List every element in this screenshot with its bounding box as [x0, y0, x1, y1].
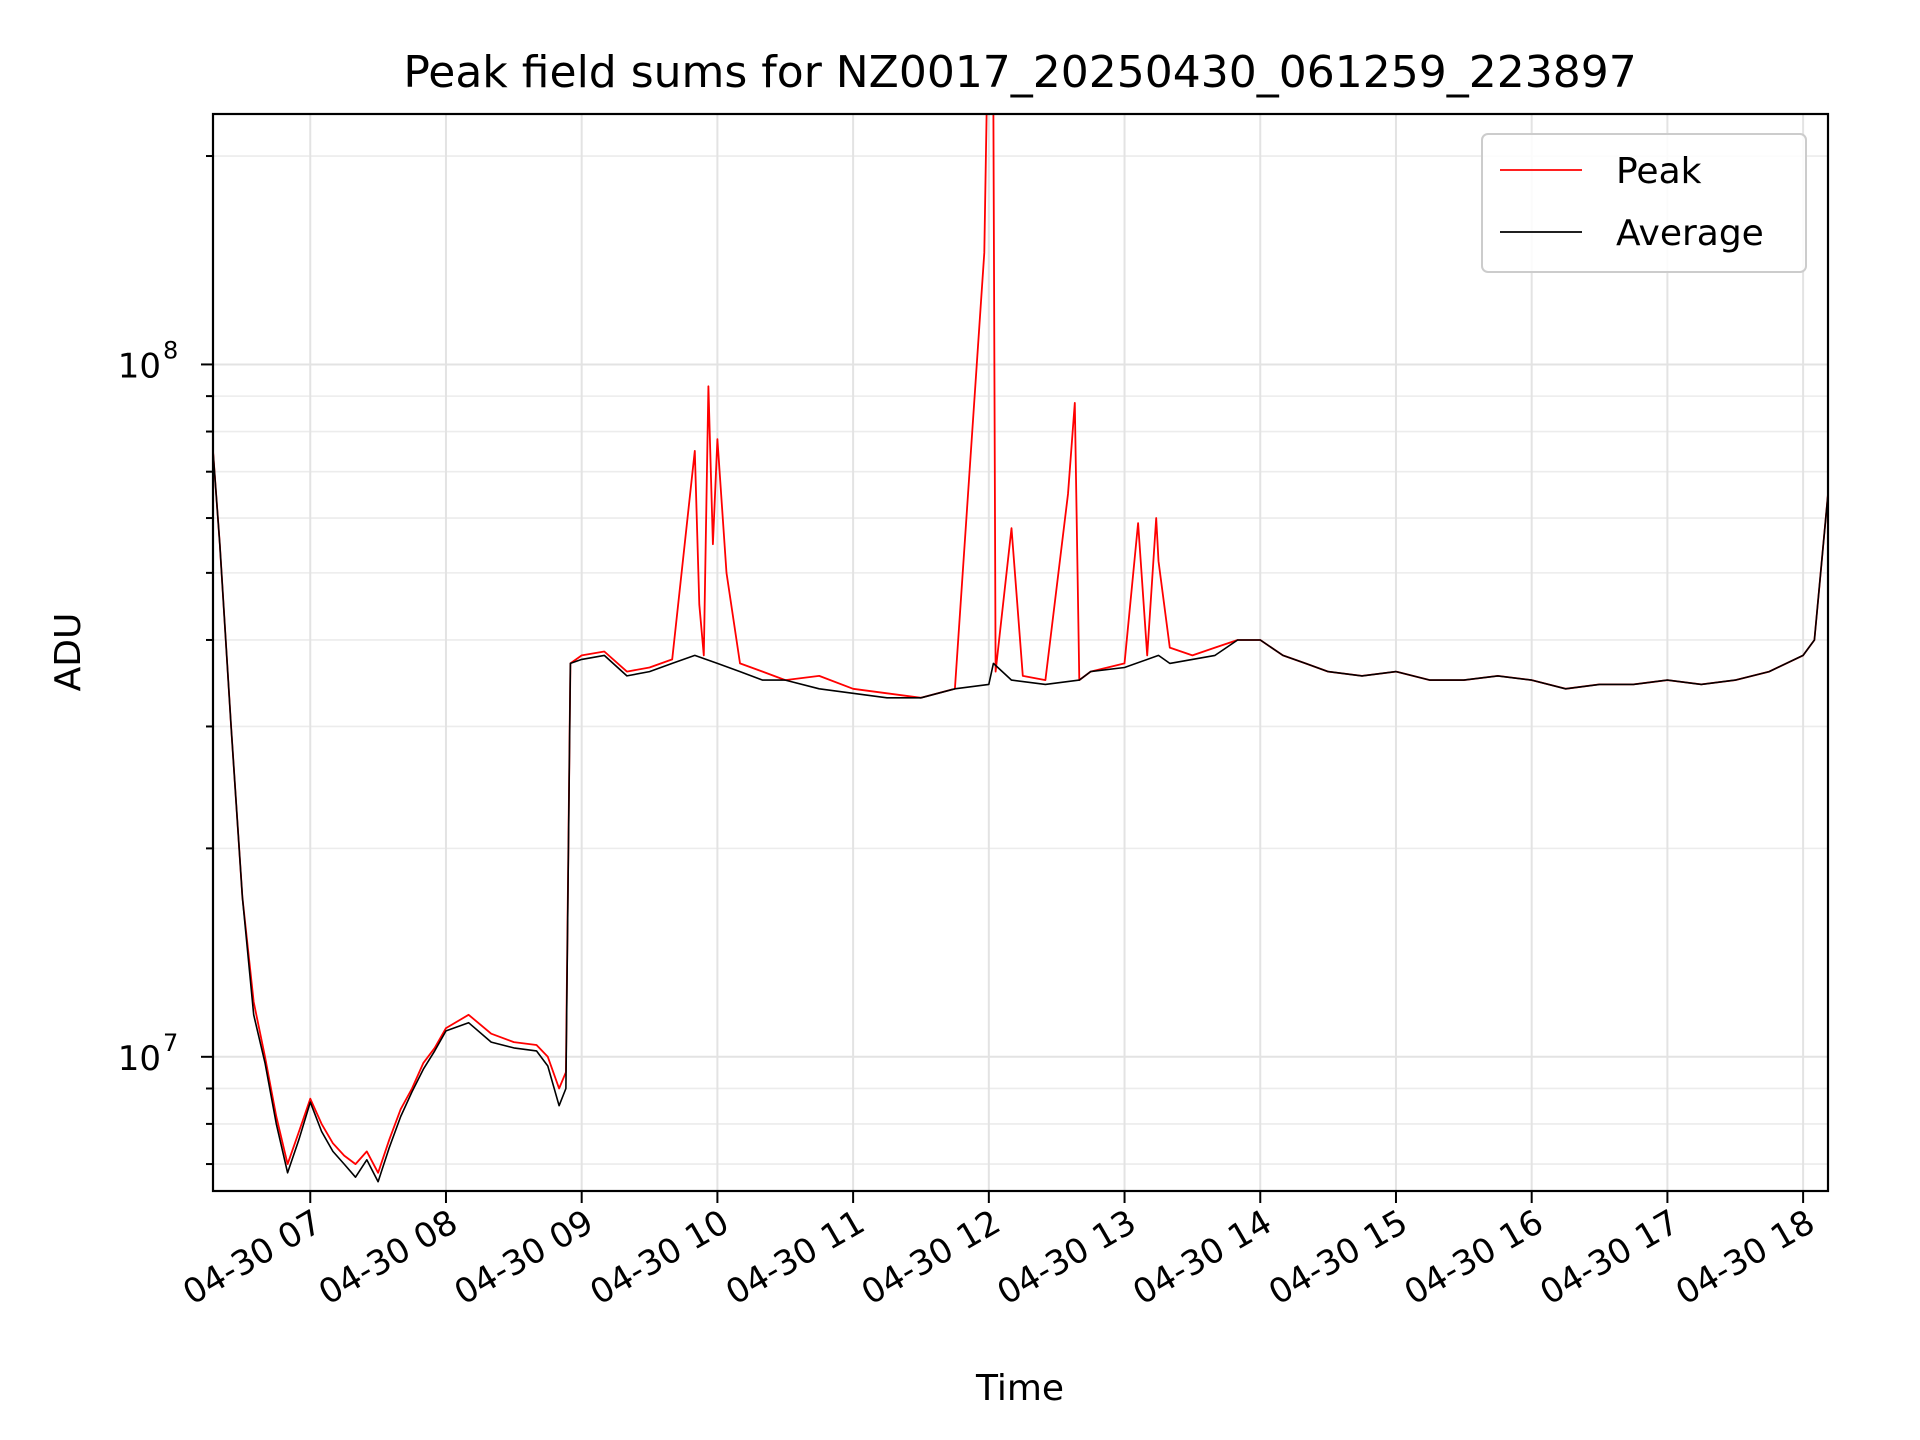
legend-label-average: Average	[1616, 213, 1764, 254]
axis-ticks	[201, 155, 1805, 1203]
legend: Peak Average	[1481, 133, 1807, 273]
minor-gridlines	[213, 155, 1828, 1165]
major-gridlines	[213, 114, 1828, 1191]
y-tick-label: 10	[118, 346, 161, 386]
legend-label-peak: Peak	[1616, 151, 1702, 192]
y-tick-exponent: 8	[163, 336, 178, 364]
y-tick-label: 10	[118, 1039, 161, 1079]
series-line-average	[213, 450, 1828, 1183]
y-tick-exponent: 7	[163, 1029, 178, 1057]
legend-box	[1481, 133, 1807, 273]
y-axis-label: ADU	[48, 613, 89, 692]
plot-frame	[211, 112, 1830, 1193]
x-axis-label: Time	[975, 1368, 1064, 1409]
series-layer	[213, 114, 1828, 1183]
chart-title: Peak field sums for NZ0017_20250430_0612…	[403, 47, 1636, 98]
